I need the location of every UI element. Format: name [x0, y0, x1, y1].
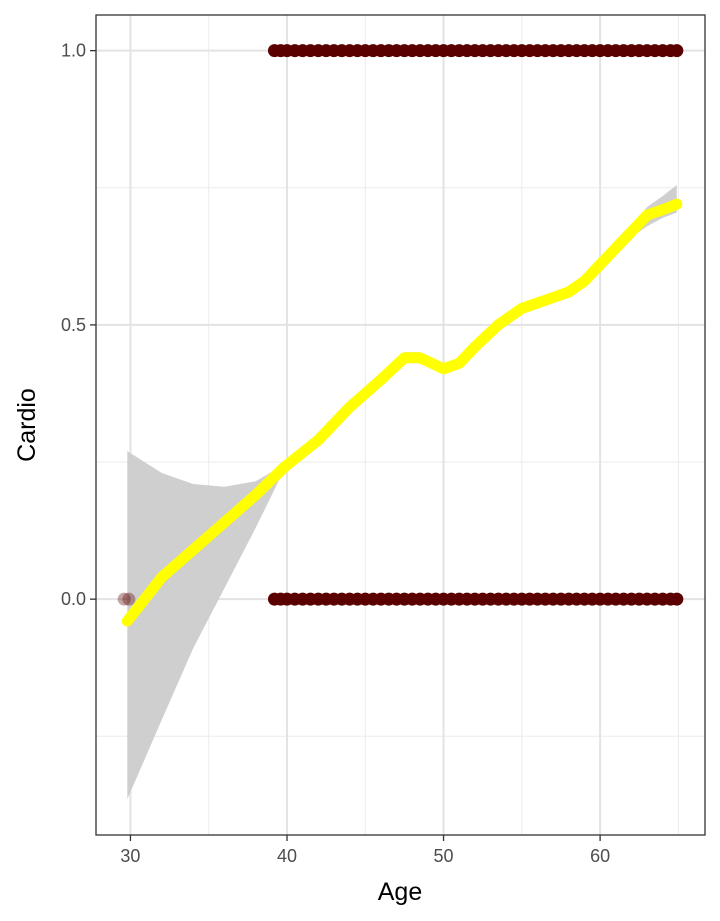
x-tick-label: 50 — [434, 846, 454, 866]
x-axis-title: Age — [378, 878, 422, 906]
y-axis-title: Cardio — [13, 388, 41, 462]
y-tick-label: 0.0 — [61, 589, 86, 609]
y-tick-label: 1.0 — [61, 41, 86, 61]
points-layer — [117, 44, 684, 606]
smooth-line — [121, 198, 683, 627]
plot-panel — [96, 15, 705, 835]
y-tick-label: 0.5 — [61, 315, 86, 335]
x-tick-label: 60 — [590, 846, 610, 866]
data-point-cardio-0 — [122, 592, 136, 606]
axis-layer: 30 40 50 60 0.0 0.5 1.0 — [61, 41, 610, 866]
x-tick-label: 30 — [120, 846, 140, 866]
x-tick-label: 40 — [277, 846, 297, 866]
line-layer — [121, 198, 683, 627]
plot-border — [95, 14, 706, 836]
data-point-cardio-0 — [117, 592, 131, 606]
data-point-cardio-1 — [670, 44, 684, 58]
data-point-cardio-0 — [670, 592, 684, 606]
